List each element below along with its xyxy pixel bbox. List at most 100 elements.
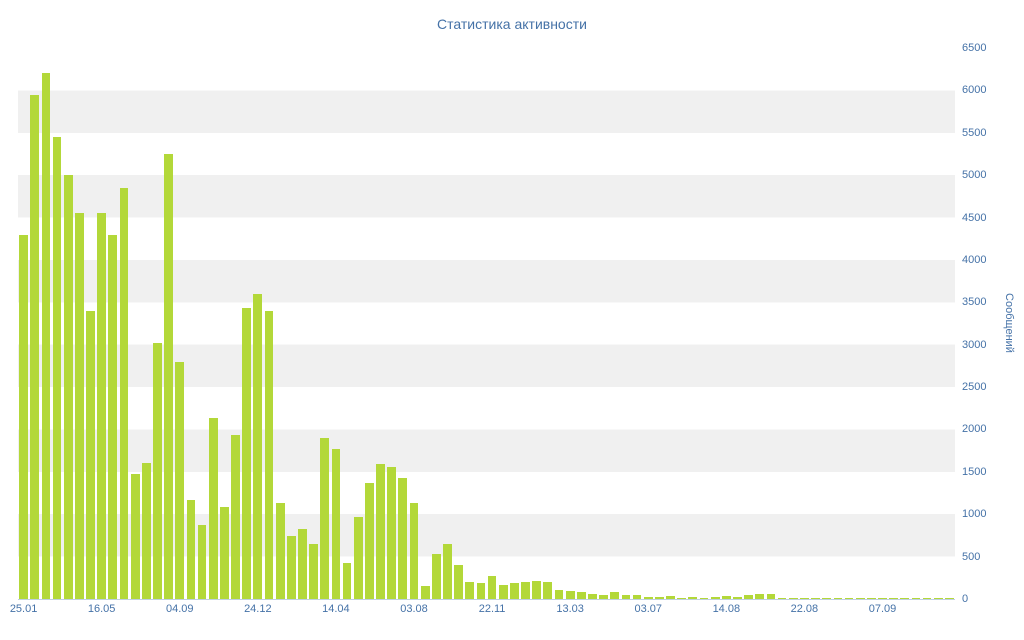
bar[interactable]	[878, 597, 887, 599]
bar[interactable]	[376, 464, 385, 599]
y-axis-label: 3000	[962, 338, 987, 351]
bar[interactable]	[521, 582, 530, 599]
bar[interactable]	[41, 73, 51, 599]
bar[interactable]	[342, 562, 352, 599]
bar[interactable]	[532, 580, 542, 599]
bar[interactable]	[409, 503, 419, 599]
bar[interactable]	[253, 293, 263, 599]
y-axis-label: 4500	[962, 211, 987, 224]
bar[interactable]	[744, 594, 753, 599]
bar[interactable]	[431, 554, 441, 599]
bar[interactable]	[197, 525, 207, 599]
bar[interactable]	[97, 213, 107, 599]
bar[interactable]	[632, 594, 642, 599]
bar[interactable]	[510, 582, 519, 599]
bar[interactable]	[498, 585, 508, 599]
bar[interactable]	[777, 597, 787, 599]
bar[interactable]	[588, 593, 597, 599]
bar[interactable]	[855, 597, 865, 599]
bar[interactable]	[655, 596, 664, 599]
bar[interactable]	[108, 234, 118, 599]
bar[interactable]	[264, 310, 274, 599]
bar[interactable]	[755, 594, 765, 599]
bar[interactable]	[688, 597, 698, 599]
bar[interactable]	[889, 598, 899, 599]
bar[interactable]	[554, 590, 564, 599]
bar[interactable]	[911, 597, 921, 599]
bar[interactable]	[231, 434, 240, 599]
x-axis-label: 13.03	[556, 603, 584, 615]
bar[interactable]	[565, 590, 575, 599]
bar[interactable]	[175, 361, 185, 599]
x-axis-label: 03.08	[400, 603, 428, 615]
y-axis-label: 6000	[962, 84, 987, 97]
bar[interactable]	[833, 598, 843, 599]
bar[interactable]	[153, 342, 162, 599]
bar[interactable]	[353, 516, 363, 599]
bar[interactable]	[677, 597, 687, 599]
bar[interactable]	[900, 598, 910, 599]
bar[interactable]	[945, 597, 954, 599]
x-axis-label: 14.04	[322, 603, 350, 615]
bar[interactable]	[130, 473, 140, 599]
bar[interactable]	[19, 234, 28, 599]
bar[interactable]	[721, 596, 731, 599]
y-axis-label: 6500	[962, 42, 987, 54]
bar[interactable]	[621, 595, 631, 599]
bar[interactable]	[476, 582, 486, 599]
bar[interactable]	[186, 499, 196, 599]
bar[interactable]	[811, 598, 820, 599]
bar[interactable]	[576, 591, 586, 599]
bar[interactable]	[487, 576, 497, 599]
bar[interactable]	[666, 596, 675, 599]
x-axis-label: 04.09	[165, 603, 194, 615]
bar[interactable]	[275, 503, 285, 599]
bar[interactable]	[866, 598, 876, 599]
bar[interactable]	[443, 543, 452, 599]
bar[interactable]	[710, 597, 720, 599]
x-axis-label: 25.01	[9, 603, 38, 615]
bar[interactable]	[164, 153, 173, 599]
bar[interactable]	[387, 466, 397, 599]
x-axis-label: 14.08	[712, 603, 741, 615]
bar[interactable]	[331, 448, 341, 599]
bar[interactable]	[766, 593, 776, 599]
bar[interactable]	[74, 213, 84, 599]
bar[interactable]	[844, 598, 854, 599]
bar[interactable]	[309, 543, 318, 599]
bar[interactable]	[320, 437, 330, 599]
bar[interactable]	[699, 597, 709, 599]
bar[interactable]	[30, 94, 40, 599]
y-axis-label: 5000	[962, 169, 987, 182]
bar[interactable]	[543, 582, 553, 599]
bar[interactable]	[922, 598, 932, 599]
x-axis-label: 22.08	[790, 603, 819, 615]
y-axis-label: 2500	[962, 381, 987, 394]
y-axis-label: 1500	[962, 465, 987, 478]
bar[interactable]	[800, 597, 809, 599]
bar[interactable]	[63, 175, 73, 599]
bar[interactable]	[219, 506, 229, 599]
bar[interactable]	[420, 586, 430, 599]
bar[interactable]	[610, 592, 620, 599]
bar[interactable]	[643, 596, 653, 599]
bar[interactable]	[933, 598, 943, 599]
bar[interactable]	[788, 598, 798, 599]
bar[interactable]	[599, 595, 608, 599]
bar[interactable]	[398, 477, 408, 599]
bar[interactable]	[119, 187, 129, 599]
bar[interactable]	[733, 597, 742, 599]
bar[interactable]	[208, 417, 218, 599]
bar[interactable]	[52, 137, 62, 599]
bar[interactable]	[822, 597, 832, 599]
bar[interactable]	[298, 528, 307, 599]
bar[interactable]	[141, 463, 151, 599]
bar[interactable]	[465, 582, 475, 599]
y-axis-label: 3500	[962, 296, 987, 309]
bar[interactable]	[86, 310, 95, 599]
bar[interactable]	[454, 565, 463, 599]
bar[interactable]	[286, 536, 296, 599]
bar[interactable]	[365, 482, 374, 599]
bar[interactable]	[242, 308, 252, 599]
